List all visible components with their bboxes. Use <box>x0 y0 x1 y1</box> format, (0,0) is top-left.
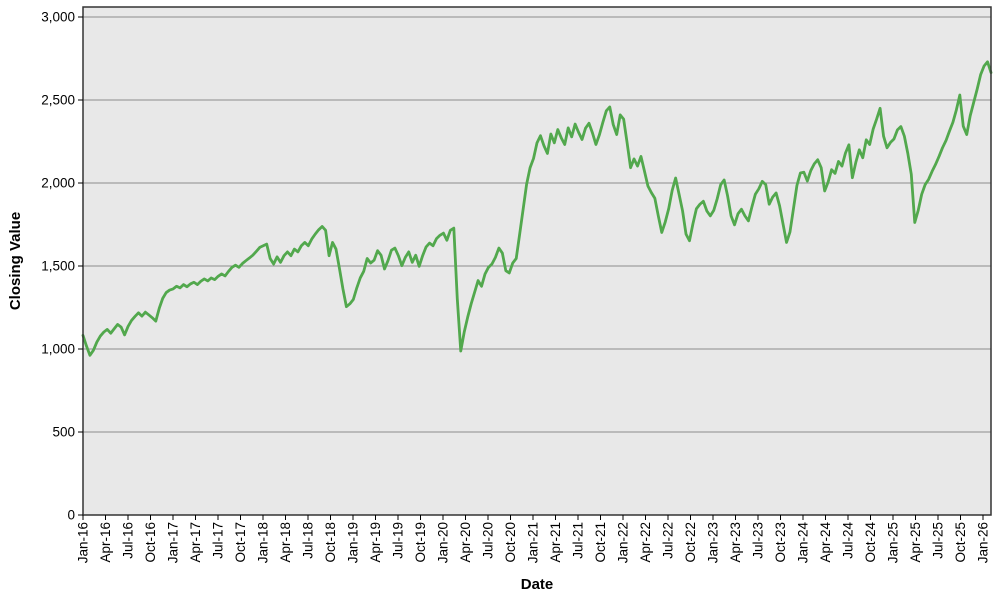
y-tick-label: 3,000 <box>41 10 75 25</box>
x-tick-label: Apr-22 <box>638 522 653 563</box>
y-axis-ticks: 0 500 1,000 1,500 2,000 2,500 3,000 <box>41 10 83 523</box>
x-tick-label: Oct-17 <box>233 522 248 563</box>
x-tick-label: Oct-20 <box>503 522 518 563</box>
x-tick-label: Jan-24 <box>796 522 811 564</box>
x-tick-label: Oct-23 <box>773 522 788 563</box>
x-tick-label: Oct-16 <box>143 522 158 563</box>
x-tick-label: Apr-21 <box>548 522 563 563</box>
x-tick-label: Jul-23 <box>751 522 766 559</box>
x-axis-ticks: Jan-16 Apr-16 Jul-16 Oct-16 Jan-17 Apr-17 Jul-… <box>76 515 991 563</box>
x-tick-label: Apr-18 <box>278 522 293 563</box>
y-tick-label: 2,500 <box>41 93 75 108</box>
x-tick-label: Jul-18 <box>301 522 316 559</box>
plot-area <box>83 7 991 515</box>
plot-border <box>82 6 992 516</box>
y-tick-label: 1,500 <box>41 259 75 274</box>
x-tick-label: Apr-20 <box>458 522 473 563</box>
x-tick-label: Apr-23 <box>728 522 743 563</box>
y-tick-label: 500 <box>52 425 75 440</box>
x-tick-label: Jan-22 <box>616 522 631 563</box>
x-tick-label: Jan-23 <box>706 522 721 563</box>
x-tick-label: Jul-20 <box>481 522 496 559</box>
x-tick-label: Apr-16 <box>98 522 113 563</box>
x-tick-label: Jul-24 <box>841 522 856 559</box>
x-tick-label: Jan-16 <box>76 522 91 563</box>
y-tick-label: 1,000 <box>41 342 75 357</box>
x-axis-title: Date <box>521 576 554 593</box>
y-tick-label: 0 <box>67 508 75 523</box>
x-tick-label: Jan-19 <box>346 522 361 563</box>
x-tick-label: Apr-24 <box>818 522 833 563</box>
x-tick-label: Oct-18 <box>323 522 338 563</box>
x-tick-label: Jan-20 <box>436 522 451 563</box>
x-tick-label: Jul-25 <box>931 522 946 559</box>
x-tick-label: Oct-21 <box>593 522 608 563</box>
x-tick-label: Apr-25 <box>908 522 923 563</box>
x-tick-label: Apr-17 <box>188 522 203 563</box>
y-tick-label: 2,000 <box>41 176 75 191</box>
x-tick-label: Jan-25 <box>886 522 901 563</box>
x-tick-label: Jan-26 <box>976 522 991 563</box>
x-tick-label: Jul-22 <box>661 522 676 559</box>
x-tick-label: Jul-21 <box>571 522 586 559</box>
x-tick-label: Oct-19 <box>413 522 428 563</box>
x-tick-label: Oct-24 <box>863 522 878 563</box>
closing-value-series <box>81 60 993 357</box>
x-tick-label: Apr-19 <box>368 522 383 563</box>
x-tick-label: Jul-17 <box>211 522 226 559</box>
x-tick-label: Oct-22 <box>683 522 698 563</box>
x-tick-label: Jan-17 <box>166 522 181 563</box>
x-tick-label: Jul-16 <box>121 522 136 559</box>
x-tick-label: Jul-19 <box>391 522 406 559</box>
x-tick-label: Jan-18 <box>256 522 271 563</box>
y-axis-title: Closing Value <box>7 212 24 310</box>
x-tick-label: Jan-21 <box>526 522 541 563</box>
x-tick-label: Oct-25 <box>953 522 968 563</box>
